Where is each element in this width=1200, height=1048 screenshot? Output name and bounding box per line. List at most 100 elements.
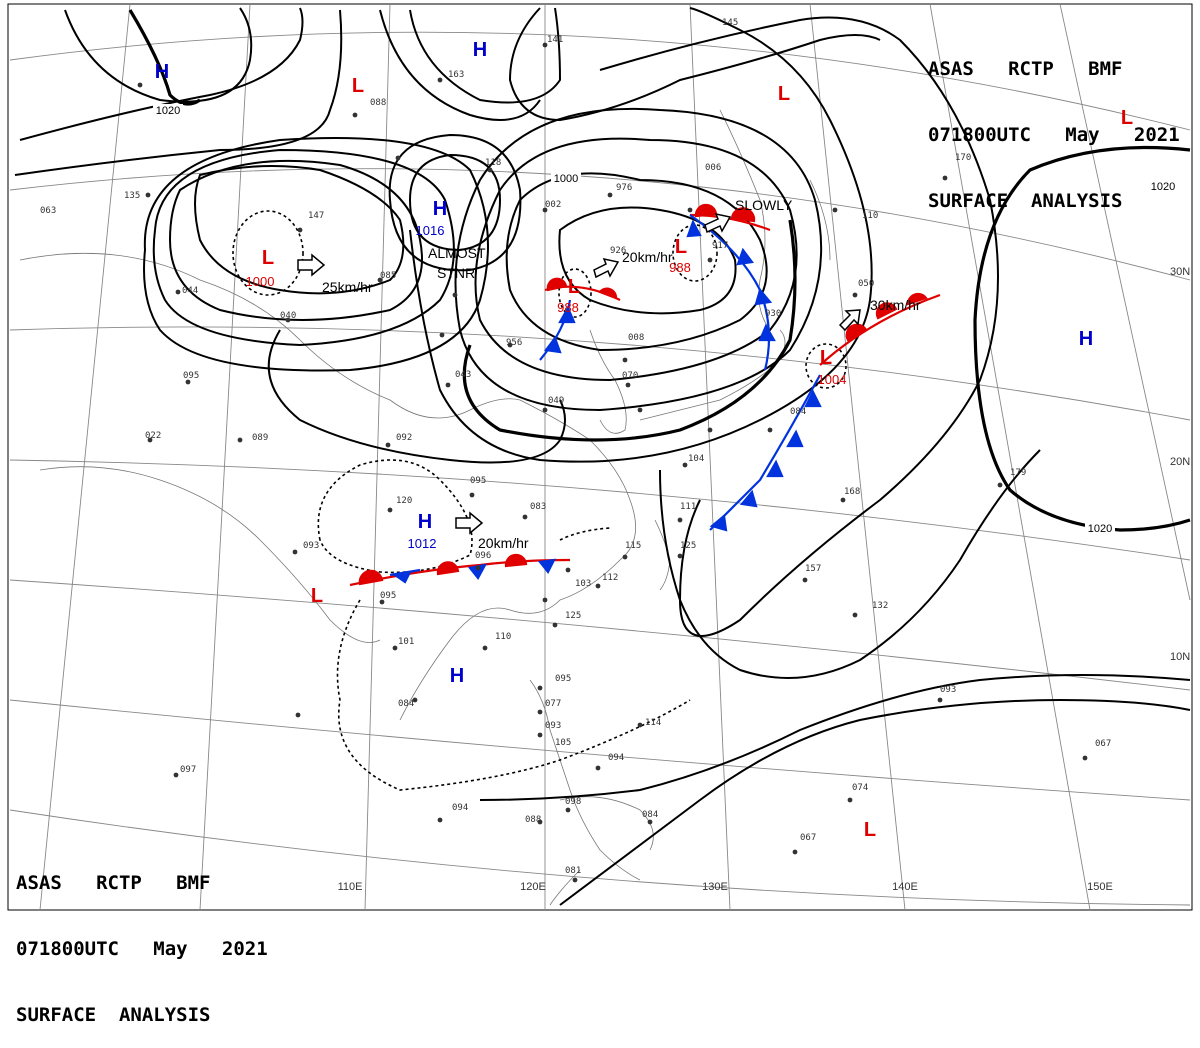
station-pressure: 088 — [370, 98, 386, 108]
station-pressure: 084 — [790, 407, 806, 417]
isobar-label: 1020 — [1151, 181, 1175, 193]
isobar-label: 1000 — [554, 173, 578, 185]
map-frame — [7, 3, 1193, 911]
station-pressure: 930 — [765, 309, 781, 319]
latitude-label: 10N — [1170, 651, 1190, 663]
motion-arrows — [297, 212, 861, 535]
station-pressure: 135 — [124, 191, 140, 201]
motion-label: 20km/hr — [622, 249, 673, 265]
station-pressure: 070 — [622, 371, 638, 381]
motion-label: STNR — [437, 265, 475, 281]
station-pressure: 088 — [525, 815, 541, 825]
station-pressure: 111 — [680, 502, 696, 512]
high-pressure-symbol: H — [473, 39, 487, 61]
station-pressure: 976 — [616, 183, 632, 193]
station-pressure: 083 — [530, 502, 546, 512]
motion-label: ALMOST — [428, 245, 486, 261]
header-top-line3: SURFACE ANALYSIS — [928, 190, 1123, 212]
station-pressure: 094 — [452, 803, 468, 813]
longitude-label: 150E — [1087, 881, 1113, 893]
station-pressure: 114 — [645, 718, 661, 728]
station-pressure: 094 — [608, 753, 624, 763]
high-pressure-symbol: H — [155, 61, 169, 83]
station-pressure: 043 — [455, 370, 471, 380]
low-pressure-symbol: L — [568, 276, 580, 298]
station-pressure: 093 — [303, 541, 319, 551]
station-pressure: 093 — [940, 685, 956, 695]
weather-map: 1020 1000 1020 1020 141 163 088 118 976 002 926 00… — [7, 3, 1193, 911]
station-pressure: 132 — [872, 601, 888, 611]
latitude-label: 20N — [1170, 456, 1190, 468]
station-pressure: 002 — [545, 200, 561, 210]
station-pressure: 084 — [642, 810, 658, 820]
isobars — [14, 7, 1191, 906]
header-bottom-line3: SURFACE ANALYSIS — [16, 1004, 211, 1026]
cold-front — [389, 214, 822, 584]
latitude-label: 30N — [1170, 266, 1190, 278]
longitude-label: 110E — [338, 881, 363, 893]
station-pressure: 157 — [805, 564, 821, 574]
header-top-line1: ASAS RCTP BMF — [928, 58, 1123, 80]
header-bottom-line2: 071800UTC May 2021 — [16, 938, 268, 960]
header-top-line2: 071800UTC May 2021 — [928, 124, 1180, 146]
pressure-value: 1012 — [408, 536, 437, 551]
station-pressure: 147 — [308, 211, 324, 221]
motion-label: 30km/hr — [870, 297, 921, 313]
station-pressure: 095 — [183, 371, 199, 381]
station-pressure: 067 — [1095, 739, 1111, 749]
low-pressure-symbol: L — [864, 819, 876, 841]
station-pressure: 040 — [280, 311, 296, 321]
high-pressure-symbol: H — [1079, 328, 1093, 350]
station-pressure: 092 — [396, 433, 412, 443]
station-pressure: 112 — [602, 573, 618, 583]
station-pressure: 081 — [565, 866, 581, 876]
station-pressure: 067 — [800, 833, 816, 843]
station-pressure: 008 — [628, 333, 644, 343]
station-pressure: 103 — [575, 579, 591, 589]
station-pressure: 044 — [182, 286, 198, 296]
station-pressure: 085 — [380, 271, 396, 281]
low-pressure-symbol: L — [352, 75, 364, 97]
low-pressure-symbol: L — [262, 247, 274, 269]
station-pressure: 074 — [852, 783, 868, 793]
motion-label: 20km/hr — [478, 535, 529, 551]
longitude-label: 120E — [520, 881, 546, 893]
station-pressure: 049 — [548, 396, 564, 406]
station-pressure: 093 — [545, 721, 561, 731]
station-pressure: 050 — [858, 279, 874, 289]
station-pressure: 105 — [555, 738, 571, 748]
pressure-value: 1000 — [246, 274, 275, 289]
station-pressure: 170 — [955, 153, 971, 163]
station-pressure: 118 — [485, 158, 501, 168]
station-pressure: 101 — [398, 637, 414, 647]
station-pressure: 095 — [555, 674, 571, 684]
station-pressure: 084 — [398, 699, 414, 709]
high-pressure-symbol: H — [450, 665, 464, 687]
station-pressure: 120 — [396, 496, 412, 506]
high-pressure-symbol: H — [433, 198, 447, 220]
motion-label: 25km/hr — [322, 279, 373, 295]
low-pressure-symbol: L — [1121, 107, 1133, 129]
pressure-value: 988 — [557, 300, 579, 315]
station-pressure: 063 — [40, 206, 56, 216]
station-pressure: 104 — [688, 454, 704, 464]
header-bottom: ASAS RCTP BMF 071800UTC May 2021 SURFACE… — [16, 828, 268, 1048]
station-pressure: 096 — [475, 551, 491, 561]
station-pressure: 095 — [380, 591, 396, 601]
station-pressure: 110 — [862, 211, 878, 221]
low-pressure-symbol: L — [311, 585, 323, 607]
low-pressure-symbol: L — [675, 236, 687, 258]
station-pressure: 179 — [1010, 468, 1026, 478]
isobar-label: 1020 — [1088, 523, 1112, 535]
pressure-value: 988 — [669, 260, 691, 275]
station-pressure: 095 — [470, 476, 486, 486]
pressure-value: 1016 — [416, 223, 445, 238]
station-pressure: 006 — [705, 163, 721, 173]
station-pressure: 097 — [180, 765, 196, 775]
station-pressure: 163 — [448, 70, 464, 80]
pressure-value: 1004 — [818, 372, 847, 387]
station-pressure: 141 — [547, 35, 563, 45]
header-top: ASAS RCTP BMF 071800UTC May 2021 SURFACE… — [928, 14, 1180, 234]
latitude-lines — [9, 31, 1191, 906]
station-pressure: 125 — [680, 541, 696, 551]
